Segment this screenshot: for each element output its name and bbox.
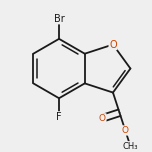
Text: CH₃: CH₃ bbox=[123, 142, 138, 151]
Text: O: O bbox=[122, 126, 129, 135]
Text: F: F bbox=[56, 112, 62, 122]
Text: Br: Br bbox=[54, 14, 64, 24]
Text: O: O bbox=[99, 114, 106, 123]
Text: O: O bbox=[109, 40, 117, 50]
